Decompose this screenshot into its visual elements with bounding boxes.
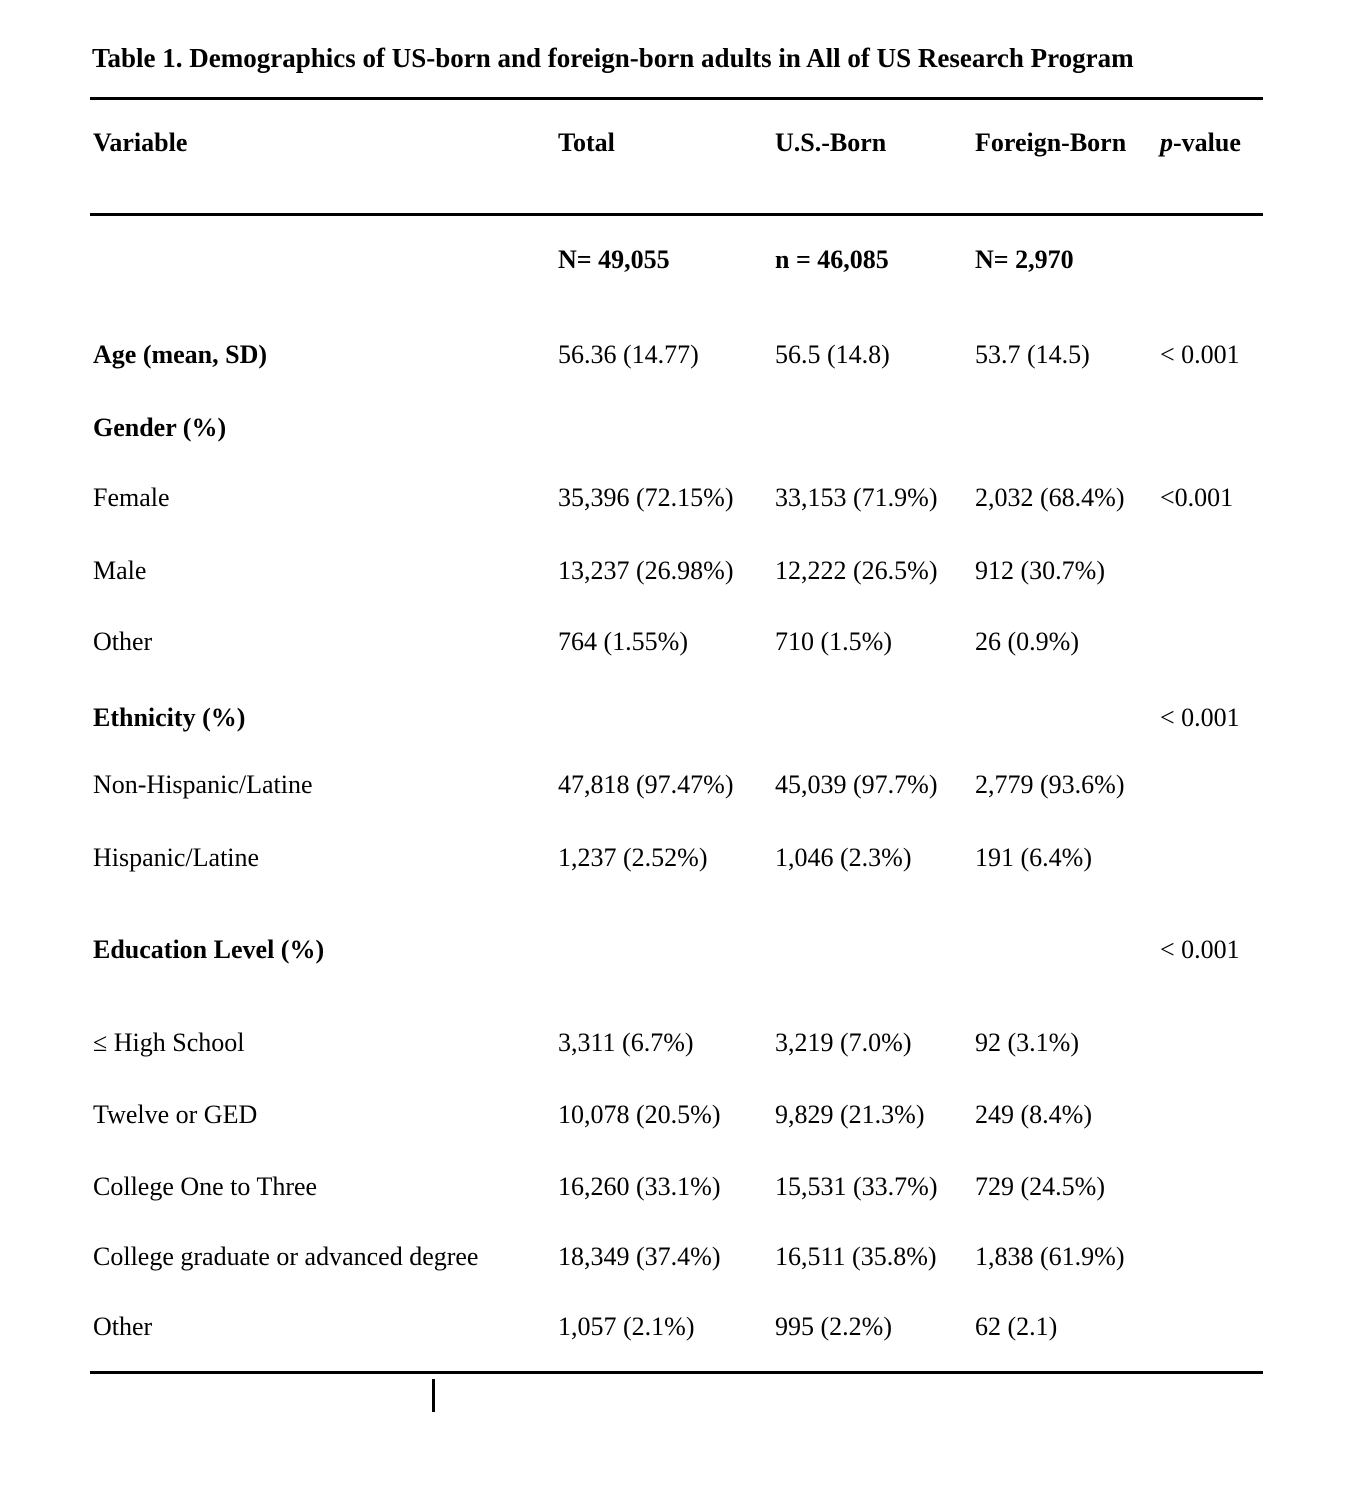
cell-foreign-born: 191 (6.4%)	[975, 843, 1092, 872]
cell-us-born: 15,531 (33.7%)	[775, 1172, 938, 1201]
column-header-total: Total	[558, 128, 615, 157]
column-header-foreign-born: Foreign-Born	[975, 128, 1127, 157]
table-section-row: Education Level (%) < 0.001	[0, 933, 1354, 969]
cell-us-born: 9,829 (21.3%)	[775, 1100, 925, 1129]
table-row: Hispanic/Latine 1,237 (2.52%) 1,046 (2.3…	[0, 841, 1354, 877]
table-row: Other 1,057 (2.1%) 995 (2.2%) 62 (2.1)	[0, 1310, 1354, 1346]
cell-us-born: 995 (2.2%)	[775, 1312, 892, 1341]
text-cursor	[432, 1379, 435, 1412]
section-label: Ethnicity (%)	[93, 703, 246, 732]
table-row: College One to Three 16,260 (33.1%) 15,5…	[0, 1170, 1354, 1206]
cell-total: 47,818 (97.47%)	[558, 770, 734, 799]
cell-total: 764 (1.55%)	[558, 627, 688, 656]
cell-us-born: 12,222 (26.5%)	[775, 556, 938, 585]
cell-us-born: 56.5 (14.8)	[775, 340, 890, 369]
cell-foreign-born: 2,779 (93.6%)	[975, 770, 1125, 799]
cell-foreign-born: 62 (2.1)	[975, 1312, 1058, 1341]
p-value-suffix: -value	[1173, 128, 1241, 157]
table-row: Other 764 (1.55%) 710 (1.5%) 26 (0.9%)	[0, 625, 1354, 661]
p-value-italic-p: p	[1160, 128, 1173, 157]
cell-total: 35,396 (72.15%)	[558, 483, 734, 512]
cell-total: 1,057 (2.1%)	[558, 1312, 695, 1341]
cell-foreign-born: 92 (3.1%)	[975, 1028, 1079, 1057]
column-header-p-value: p-value	[1160, 126, 1241, 160]
table-rule-bottom	[90, 1371, 1263, 1374]
cell-us-born: 45,039 (97.7%)	[775, 770, 938, 799]
section-label: Education Level (%)	[93, 935, 325, 964]
row-label: College graduate or advanced degree	[93, 1242, 479, 1271]
column-header-variable: Variable	[93, 128, 188, 157]
cell-foreign-born: 249 (8.4%)	[975, 1100, 1092, 1129]
cell-us-born: 16,511 (35.8%)	[775, 1242, 937, 1271]
cell-foreign-born: 729 (24.5%)	[975, 1172, 1105, 1201]
cell-foreign-born: 26 (0.9%)	[975, 627, 1079, 656]
table-rule-header	[90, 213, 1263, 216]
cell-total: 1,237 (2.52%)	[558, 843, 708, 872]
row-label: Other	[93, 1312, 153, 1341]
cell-us-born: 3,219 (7.0%)	[775, 1028, 912, 1057]
cell-us-born: 710 (1.5%)	[775, 627, 892, 656]
cell-foreign-born: 1,838 (61.9%)	[975, 1242, 1125, 1271]
cell-total: 13,237 (26.98%)	[558, 556, 734, 585]
sample-size-total: N= 49,055	[558, 245, 670, 274]
table-row: Twelve or GED 10,078 (20.5%) 9,829 (21.3…	[0, 1098, 1354, 1134]
table-row: Age (mean, SD) 56.36 (14.77) 56.5 (14.8)…	[0, 338, 1354, 374]
table-section-row: Gender (%)	[0, 411, 1354, 447]
row-label: Age (mean, SD)	[93, 340, 268, 369]
sample-size-row: N= 49,055 n = 46,085 N= 2,970	[0, 243, 1354, 279]
cell-us-born: 33,153 (71.9%)	[775, 483, 938, 512]
cell-foreign-born: 2,032 (68.4%)	[975, 483, 1125, 512]
table-row: Female 35,396 (72.15%) 33,153 (71.9%) 2,…	[0, 481, 1354, 517]
table-row: Non-Hispanic/Latine 47,818 (97.47%) 45,0…	[0, 768, 1354, 804]
cell-p-value: < 0.001	[1160, 340, 1240, 369]
column-header-us-born: U.S.-Born	[775, 128, 887, 157]
cell-p-value: < 0.001	[1160, 703, 1240, 732]
table-row: College graduate or advanced degree 18,3…	[0, 1240, 1354, 1276]
cell-total: 56.36 (14.77)	[558, 340, 699, 369]
section-label: Gender (%)	[93, 413, 227, 442]
cell-foreign-born: 53.7 (14.5)	[975, 340, 1090, 369]
table-section-row: Ethnicity (%) < 0.001	[0, 701, 1354, 737]
table-row: ≤ High School 3,311 (6.7%) 3,219 (7.0%) …	[0, 1026, 1354, 1062]
row-label: Female	[93, 483, 170, 512]
cell-total: 3,311 (6.7%)	[558, 1028, 694, 1057]
cell-total: 16,260 (33.1%)	[558, 1172, 721, 1201]
row-label: College One to Three	[93, 1172, 318, 1201]
row-label: Other	[93, 627, 153, 656]
table-title: Table 1. Demographics of US-born and for…	[92, 43, 1134, 73]
row-label: Twelve or GED	[93, 1100, 258, 1129]
table-row: Male 13,237 (26.98%) 12,222 (26.5%) 912 …	[0, 554, 1354, 590]
table-header-row: Variable Total U.S.-Born Foreign-Born p-…	[0, 126, 1354, 162]
cell-foreign-born: 912 (30.7%)	[975, 556, 1105, 585]
cell-p-value: <0.001	[1160, 483, 1234, 512]
cell-total: 10,078 (20.5%)	[558, 1100, 721, 1129]
sample-size-us-born: n = 46,085	[775, 245, 889, 274]
cell-p-value: < 0.001	[1160, 935, 1240, 964]
table-rule-top	[90, 97, 1263, 100]
row-label: Non-Hispanic/Latine	[93, 770, 313, 799]
cell-total: 18,349 (37.4%)	[558, 1242, 721, 1271]
cell-us-born: 1,046 (2.3%)	[775, 843, 912, 872]
sample-size-foreign-born: N= 2,970	[975, 245, 1074, 274]
row-label: ≤ High School	[93, 1028, 245, 1057]
row-label: Male	[93, 556, 147, 585]
row-label: Hispanic/Latine	[93, 843, 260, 872]
